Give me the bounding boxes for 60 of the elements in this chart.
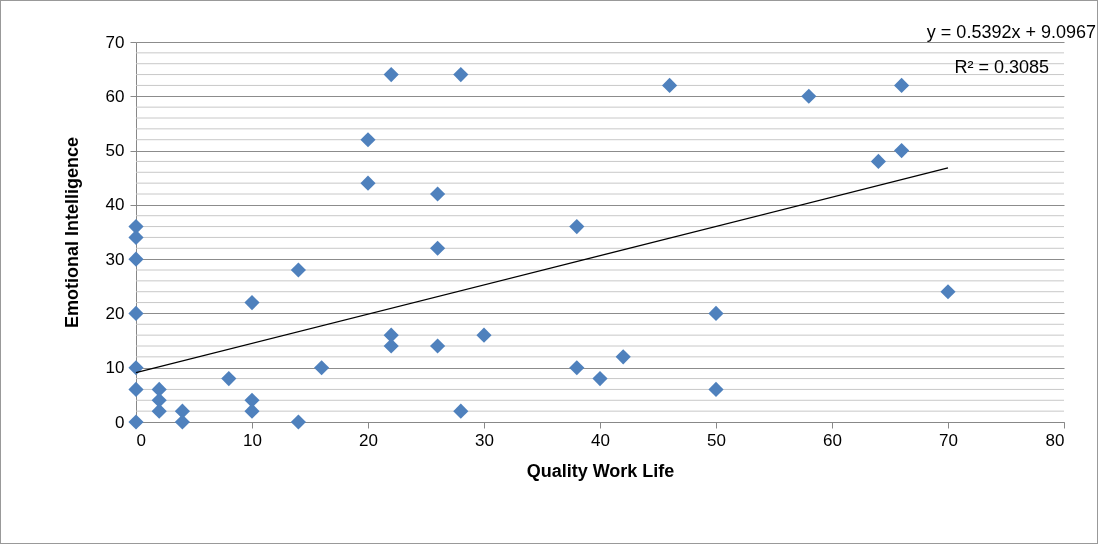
text: y = 0.5392x + 9.0967 bbox=[926, 22, 1096, 42]
point bbox=[314, 360, 330, 376]
x-tick-label: 40 bbox=[591, 430, 610, 450]
x-axis-title: Quality Work Life bbox=[526, 460, 675, 481]
x-tick-label: 80 bbox=[1045, 430, 1065, 450]
point bbox=[430, 240, 446, 256]
point bbox=[244, 294, 260, 311]
y-tick-label: 0 bbox=[115, 412, 125, 432]
annotation: R² = 0.3085 bbox=[954, 57, 1049, 77]
y-tick-label: 10 bbox=[105, 358, 125, 378]
point bbox=[383, 66, 399, 83]
point bbox=[151, 392, 167, 408]
x-tick-label: 60 bbox=[823, 430, 842, 450]
point bbox=[174, 414, 190, 430]
y-tick-label: 20 bbox=[105, 303, 125, 323]
point bbox=[708, 381, 724, 398]
x-tick-label: 0 bbox=[136, 430, 146, 450]
point bbox=[894, 142, 910, 159]
point bbox=[244, 403, 260, 419]
y-axis-title: Emotional Intelligence bbox=[61, 136, 82, 329]
point bbox=[476, 327, 492, 343]
x-tick-label: 20 bbox=[359, 430, 378, 450]
point bbox=[453, 66, 469, 83]
point bbox=[569, 360, 585, 376]
point bbox=[708, 305, 724, 322]
point bbox=[290, 414, 306, 430]
point bbox=[894, 77, 910, 94]
point bbox=[128, 305, 144, 322]
point bbox=[244, 392, 260, 408]
point bbox=[174, 403, 190, 419]
point bbox=[128, 360, 144, 376]
point bbox=[430, 186, 446, 202]
point bbox=[870, 153, 886, 170]
x-tick-label: 70 bbox=[939, 430, 958, 450]
point bbox=[151, 403, 167, 419]
point bbox=[662, 77, 678, 94]
y-tick-label: 70 bbox=[105, 32, 125, 52]
point bbox=[453, 403, 469, 419]
point bbox=[128, 251, 144, 267]
point bbox=[383, 327, 399, 343]
point bbox=[360, 175, 376, 191]
point bbox=[383, 338, 399, 354]
point bbox=[430, 338, 446, 354]
point bbox=[290, 262, 306, 278]
point bbox=[221, 370, 237, 387]
x-tick-label: 30 bbox=[475, 430, 494, 450]
point bbox=[615, 349, 631, 365]
point bbox=[569, 218, 585, 235]
point bbox=[128, 381, 144, 398]
point bbox=[940, 284, 956, 300]
point bbox=[801, 88, 817, 104]
point bbox=[592, 370, 608, 387]
y-tick-label: 50 bbox=[105, 141, 125, 161]
y-tick-label: 40 bbox=[105, 195, 125, 215]
y-tick-label: 60 bbox=[105, 86, 125, 106]
point bbox=[128, 414, 144, 430]
x-tick-label: 10 bbox=[243, 430, 262, 450]
point bbox=[360, 132, 376, 148]
x-tick-label: 50 bbox=[707, 430, 726, 450]
y-tick-label: 30 bbox=[105, 249, 125, 269]
